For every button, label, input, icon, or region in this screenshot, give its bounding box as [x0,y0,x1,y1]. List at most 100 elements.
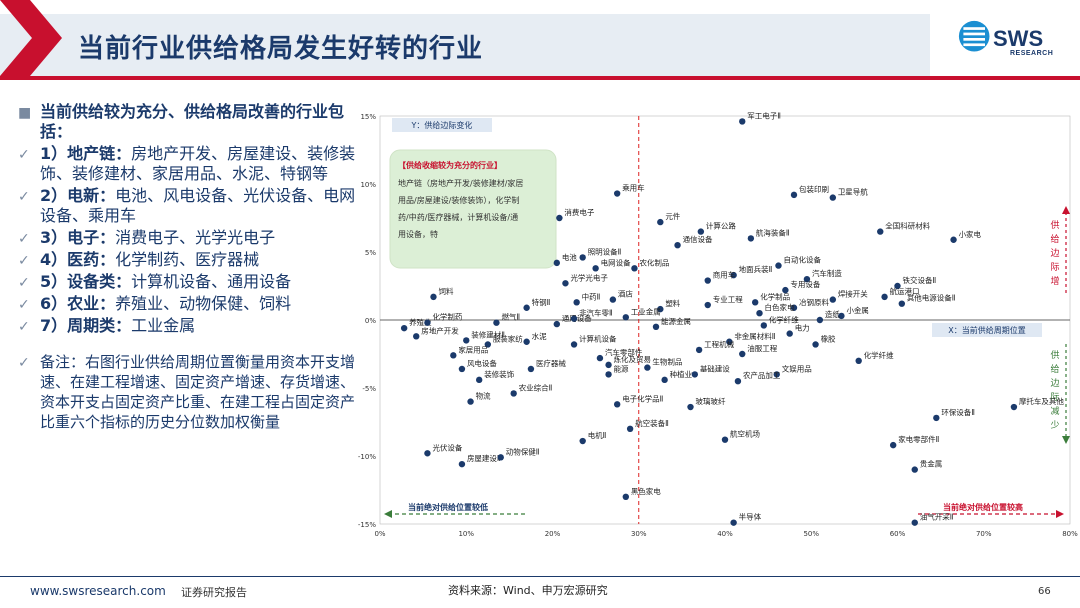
data-point-label: 物流 [476,391,491,401]
x-tick-label: 0% [374,530,385,538]
data-point [803,276,811,283]
data-point [424,319,431,326]
data-point-label: 化学纤维 [769,314,799,324]
data-point [570,341,578,348]
data-point [430,293,437,301]
data-point [726,338,733,345]
data-point-label: 化学纤维 [864,350,894,360]
page-title: 当前行业供给格局发生好转的行业 [78,34,484,64]
data-point-label: 文娱用品 [782,363,812,373]
x-tick-label: 50% [803,530,819,538]
square-bullet-icon: ■ [18,105,32,121]
data-point-label: 摩托车及其他 [1019,396,1064,406]
y-tick-label: -10% [358,453,376,461]
data-point [894,282,901,290]
data-point-label: 小家电 [959,229,982,239]
data-point-label: 特钢Ⅱ [532,297,551,307]
data-point-label: 种植业 [670,369,693,379]
data-point [497,454,504,461]
data-point [889,441,897,449]
sws-logo-icon [958,20,990,52]
data-point-label: 化学制药 [432,312,462,322]
data-point [751,299,759,306]
data-point-label: 能源金属 [661,316,691,326]
item-label: 5）设备类： [40,272,132,291]
data-point [613,401,621,408]
data-point [704,277,711,284]
data-point-label: 地面兵装Ⅱ [739,264,773,274]
data-point [556,214,563,222]
data-point-label: 其他电源设备Ⅱ [907,293,956,303]
data-point-label: 铁交设备Ⅱ [903,275,937,285]
data-point [790,191,798,199]
data-point [553,259,561,267]
item-text: 房地产开发、房屋建设、装修装饰、装修建材、家居用品、水泥、特钢等 [40,144,356,183]
data-point-label: 航运港口 [890,286,920,296]
y-tick-label: 0% [365,317,376,325]
footer-divider [0,576,1080,577]
item-text: 消费电子、光学光电子 [115,228,276,247]
data-point-label: 计算公路 [706,221,736,231]
data-point-label: 焊接开关 [838,289,868,299]
data-point [775,262,782,269]
item-label: 6）农业： [40,294,116,313]
data-point-label: 环保设备Ⅱ [941,407,975,417]
data-point [657,218,664,226]
y-label-box [392,118,492,132]
logo-subtext: RESEARCH [1010,50,1054,57]
data-point-label: 电网设备 [601,257,631,267]
data-point [484,341,492,348]
data-point [592,265,599,272]
y-tick-label: 5% [365,249,376,257]
data-point [523,338,530,345]
logo-text: SWS [993,26,1044,51]
data-point-label: 电子化学品Ⅱ [622,393,663,403]
check-icon: ✓ [18,275,30,291]
list-item: ✓ 7）周期类：工业金属 [18,316,358,336]
data-point-label: 水泥 [532,331,547,341]
data-point-label: 照明设备Ⅱ [588,246,622,256]
right-bottom-arrow-head [1062,436,1070,444]
right-bottom-label-char: 少 [1050,420,1059,431]
data-point-label: 黑色家电 [631,486,661,496]
right-top-label-char: 际 [1050,262,1059,273]
footer-url-link[interactable]: www.swsresearch.com [30,584,166,598]
slide-header: 当前行业供给格局发生好转的行业 SWS RESEARCH [0,0,1080,84]
data-point-label: 动物保健Ⅱ [506,446,540,456]
data-point [631,265,638,272]
data-point [553,320,561,328]
check-icon: ✓ [18,189,30,205]
data-point [613,190,621,197]
industry-list: ■ 当前供给较为充分、供给格局改善的行业包括： ✓ 1）地产链：房地产开发、房屋… [18,102,358,434]
y-tick-label: 15% [360,113,376,121]
data-point [467,398,474,405]
x-axis-label: X：当前供给周期位置 [948,325,1025,335]
data-point-label: 电机Ⅱ [588,430,607,440]
data-point-label: 能源 [614,363,629,373]
data-point-label: 生物制品 [652,357,682,367]
item-label: 7）周期类： [40,316,132,335]
data-point [626,425,634,432]
y-axis-label: Y：供给边际变化 [411,120,473,130]
data-point [622,493,630,500]
item-label: 2）电新： [40,186,116,205]
data-point [450,352,457,359]
list-heading: ■ 当前供给较为充分、供给格局改善的行业包括： [18,102,358,142]
data-point-label: 造纸 [825,309,840,319]
data-point [562,280,569,287]
data-point-label: 航空装备Ⅱ [635,418,669,428]
data-point [786,330,793,337]
data-point-label: 农化制品 [639,257,669,267]
data-point [661,376,668,384]
callout-text-line: 药/中药/医疗器械，计算机设备/通 [398,212,518,222]
x-tick-label: 70% [976,530,992,538]
check-icon: ✓ [18,355,30,371]
data-point-label: 冶钢原料 [799,297,829,307]
header-divider [0,76,1080,80]
data-point-label: 半导体 [739,512,762,522]
right-bottom-label-char: 给 [1050,363,1059,375]
data-point-label: 非金属材料Ⅱ [734,331,775,341]
check-icon: ✓ [18,253,30,269]
data-point-label: 汽车零部件 [605,347,643,357]
data-point-label: 炼化及贸易 [614,354,652,364]
